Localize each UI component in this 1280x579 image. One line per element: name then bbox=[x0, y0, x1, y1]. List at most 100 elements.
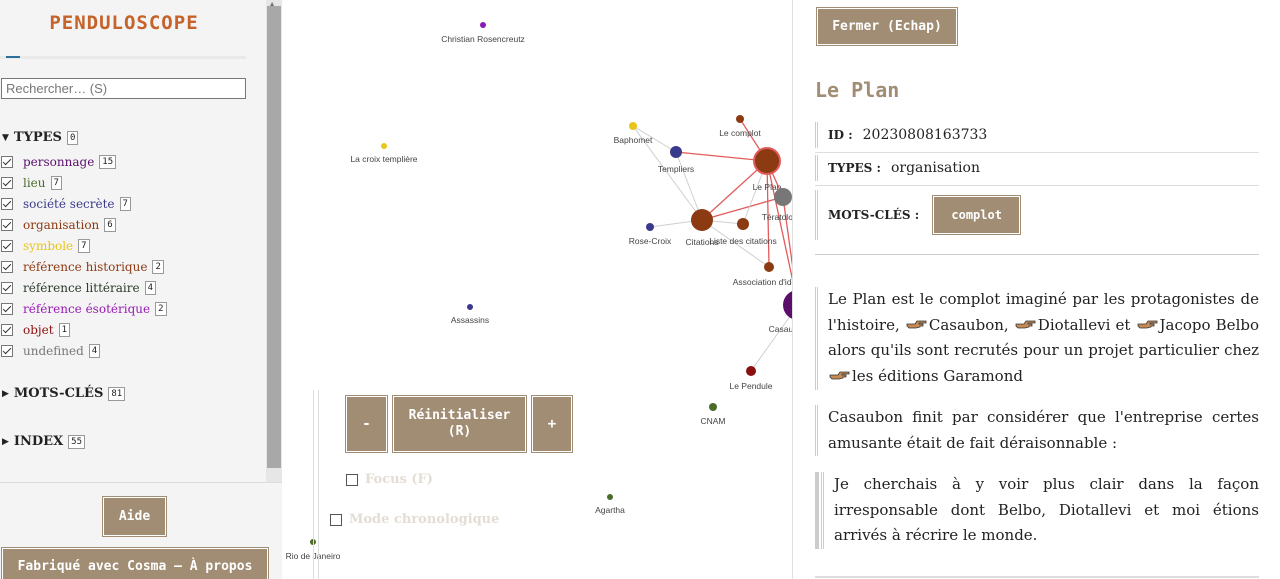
chrono-toggle[interactable]: Mode chronologique bbox=[330, 512, 499, 527]
node-circle[interactable] bbox=[646, 223, 654, 231]
node-circle[interactable] bbox=[783, 290, 792, 320]
type-filter-référence-ésotérique[interactable]: référence ésotérique 2 bbox=[1, 302, 167, 316]
sidebar-scrollbar[interactable]: ▲ bbox=[266, 0, 282, 482]
type-checkbox[interactable] bbox=[1, 324, 13, 336]
type-count: 7 bbox=[120, 197, 131, 211]
type-filter-société-secrète[interactable]: société secrète 7 bbox=[1, 197, 131, 211]
node-circle[interactable] bbox=[480, 22, 486, 28]
type-filter-symbole[interactable]: symbole 7 bbox=[1, 239, 90, 253]
type-checkbox[interactable] bbox=[1, 240, 13, 252]
focus-checkbox[interactable] bbox=[346, 474, 358, 486]
graph-node-agartha[interactable]: Agartha bbox=[595, 494, 625, 515]
node-label: Association d'idées bbox=[733, 277, 792, 287]
node-label: Assassins bbox=[451, 315, 489, 325]
type-label: organisation bbox=[23, 218, 99, 232]
about-button[interactable]: Fabriqué avec Cosma — À propos bbox=[2, 548, 268, 579]
record-panel: Fermer (Echap) Le Plan ID : 202308081637… bbox=[792, 0, 1280, 579]
type-filter-personnage[interactable]: personnage 15 bbox=[1, 155, 116, 169]
type-label: personnage bbox=[23, 155, 94, 169]
graph-node-baphomet[interactable]: Baphomet bbox=[614, 122, 653, 145]
types-section-toggle[interactable]: ▼ TYPES 0 bbox=[2, 130, 78, 145]
keywords-heading: MOTS-CLÉS bbox=[14, 386, 103, 401]
type-label: référence littéraire bbox=[23, 281, 140, 295]
paragraph-text: alors qu'ils sont recrutés pour un proje… bbox=[828, 341, 1259, 359]
record-link-diotallevi[interactable]: Diotallevi bbox=[1038, 316, 1111, 334]
type-checkbox[interactable] bbox=[1, 156, 13, 168]
type-filter-référence-littéraire[interactable]: référence littéraire 4 bbox=[1, 281, 156, 295]
node-circle[interactable] bbox=[774, 188, 792, 206]
graph-node-casaubon[interactable]: Casaubon bbox=[769, 290, 792, 334]
graph-node-association-d-id-es[interactable]: Association d'idées bbox=[733, 262, 792, 287]
type-filter-lieu[interactable]: lieu 7 bbox=[1, 176, 62, 190]
type-checkbox[interactable] bbox=[1, 219, 13, 231]
quote-text: Je cherchais à y voir plus clair dans la… bbox=[821, 472, 1259, 549]
node-circle[interactable] bbox=[709, 403, 717, 411]
type-checkbox[interactable] bbox=[1, 345, 13, 357]
type-label: symbole bbox=[23, 239, 73, 253]
record-keywords-row: MOTS-CLÉS : complot bbox=[815, 190, 1259, 240]
graph-node-le-pendule[interactable]: Le Pendule bbox=[729, 366, 772, 391]
type-count: 7 bbox=[51, 176, 62, 190]
graph-node-la-croix-templi-re[interactable]: La croix templière bbox=[350, 143, 417, 164]
type-checkbox[interactable] bbox=[1, 177, 13, 189]
type-filter-objet[interactable]: objet 1 bbox=[1, 323, 70, 337]
graph-controls: - Réinitialiser (R) + Focus (F) Mode chr… bbox=[313, 390, 573, 579]
type-count: 2 bbox=[155, 302, 166, 316]
caret-down-icon: ▼ bbox=[2, 133, 9, 143]
node-circle[interactable] bbox=[754, 148, 780, 174]
record-link-casaubon[interactable]: Casaubon, bbox=[929, 316, 1009, 334]
node-label: Le complot bbox=[719, 128, 761, 138]
graph-node-assassins[interactable]: Assassins bbox=[451, 304, 489, 325]
link-hand-icon bbox=[1015, 313, 1037, 339]
graph-node-christian-rosencreutz[interactable]: Christian Rosencreutz bbox=[441, 22, 525, 44]
types-heading: TYPES bbox=[14, 130, 62, 145]
graph-node-cnam[interactable]: CNAM bbox=[700, 403, 725, 426]
index-section-toggle[interactable]: ▶ INDEX 55 bbox=[2, 434, 85, 449]
scrollbar-thumb[interactable] bbox=[267, 6, 281, 468]
type-count: 2 bbox=[152, 260, 163, 274]
type-filter-undefined[interactable]: undefined 4 bbox=[1, 344, 100, 358]
node-circle[interactable] bbox=[467, 304, 473, 310]
type-label: référence ésotérique bbox=[23, 302, 150, 316]
type-label: objet bbox=[23, 323, 54, 337]
graph-node-templiers[interactable]: Templiers bbox=[658, 146, 694, 174]
type-filter-organisation[interactable]: organisation 6 bbox=[1, 218, 116, 232]
node-circle[interactable] bbox=[670, 146, 682, 158]
record-link-belbo[interactable]: Jacopo Belbo bbox=[1160, 316, 1259, 334]
zoom-in-button[interactable]: + bbox=[532, 396, 572, 452]
divider bbox=[815, 254, 1259, 255]
graph-node-le-plan[interactable]: Le Plan bbox=[753, 148, 782, 192]
graph-node-le-complot[interactable]: Le complot bbox=[719, 115, 761, 138]
node-circle[interactable] bbox=[764, 262, 774, 272]
node-circle[interactable] bbox=[607, 494, 613, 500]
node-circle[interactable] bbox=[629, 122, 637, 130]
search-input[interactable] bbox=[1, 78, 246, 99]
close-record-button[interactable]: Fermer (Echap) bbox=[817, 8, 957, 45]
node-circle[interactable] bbox=[736, 115, 744, 123]
focus-label: Focus (F) bbox=[365, 472, 433, 487]
keywords-section-toggle[interactable]: ▶ MOTS-CLÉS 81 bbox=[2, 386, 125, 401]
type-filter-référence-historique[interactable]: référence historique 2 bbox=[1, 260, 164, 274]
node-circle[interactable] bbox=[746, 366, 756, 376]
keyword-tag-button[interactable]: complot bbox=[933, 196, 1020, 234]
type-checkbox[interactable] bbox=[1, 261, 13, 273]
node-circle[interactable] bbox=[381, 143, 387, 149]
id-value: 20230808163733 bbox=[863, 127, 988, 143]
node-label: Le Pendule bbox=[729, 381, 772, 391]
node-circle[interactable] bbox=[691, 209, 713, 231]
node-circle[interactable] bbox=[737, 218, 749, 230]
zoom-reset-button[interactable]: Réinitialiser (R) bbox=[393, 396, 526, 452]
zoom-out-button[interactable]: - bbox=[346, 396, 387, 452]
chrono-checkbox[interactable] bbox=[330, 514, 342, 526]
keywords-key: MOTS-CLÉS : bbox=[828, 208, 919, 222]
focus-toggle[interactable]: Focus (F) bbox=[346, 472, 433, 487]
graph-view[interactable]: Christian Rosencreutz La croix templière B… bbox=[283, 0, 792, 579]
record-link-garamond[interactable]: les éditions Garamond bbox=[852, 367, 1023, 385]
type-checkbox[interactable] bbox=[1, 303, 13, 315]
type-checkbox[interactable] bbox=[1, 198, 13, 210]
graph-node-rose-croix[interactable]: Rose-Croix bbox=[629, 223, 672, 246]
type-checkbox[interactable] bbox=[1, 282, 13, 294]
type-count: 1 bbox=[59, 323, 70, 337]
title-divider bbox=[0, 56, 246, 59]
help-button[interactable]: Aide bbox=[103, 497, 166, 536]
